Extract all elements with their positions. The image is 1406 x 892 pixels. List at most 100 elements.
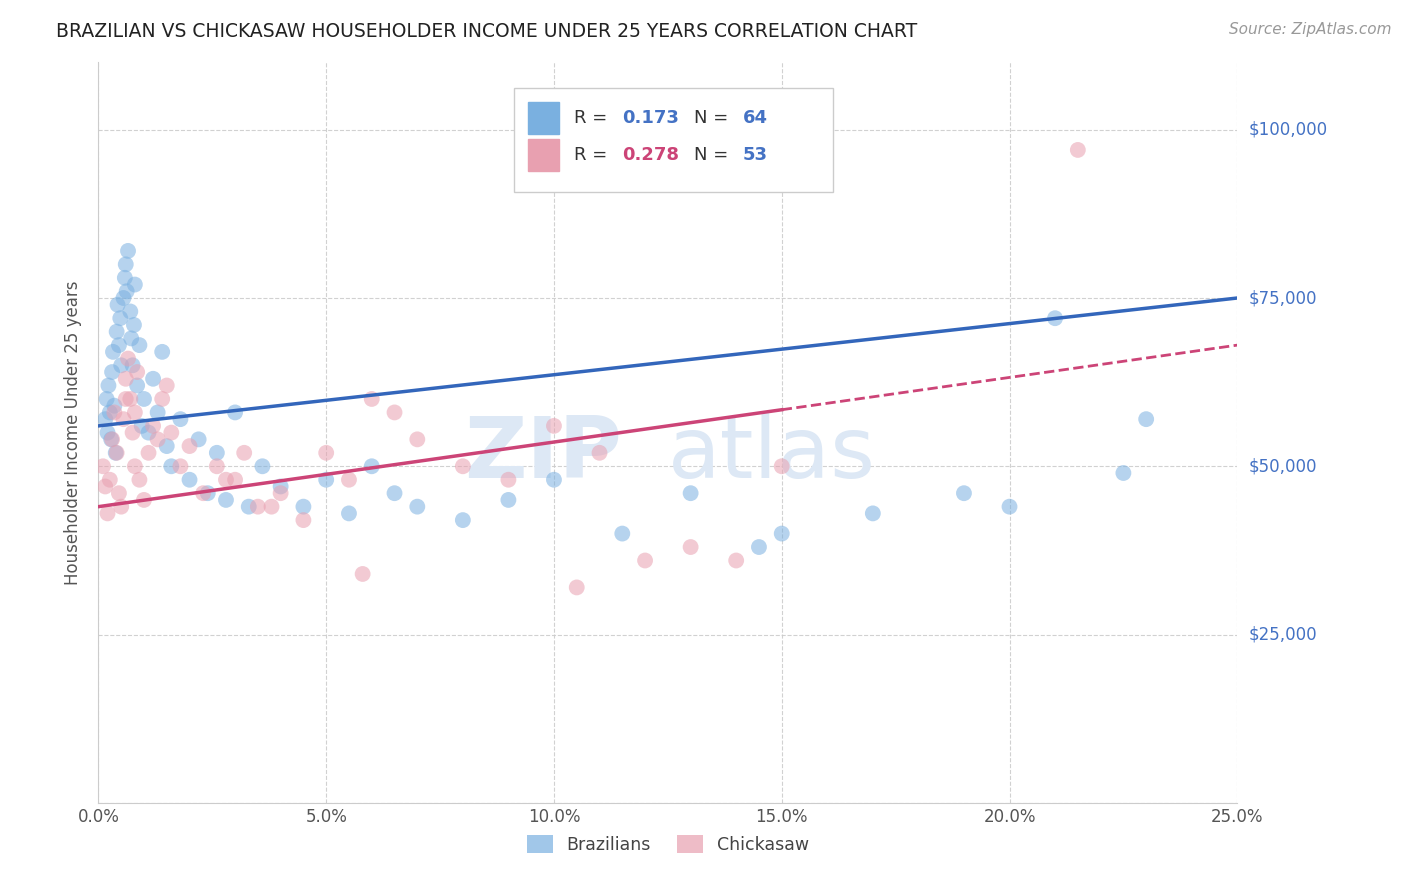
Point (132, 492, 155, 507)
Point (270, 479, 292, 493)
Point (292, 500, 315, 514)
Text: R =: R = (575, 146, 613, 164)
Point (1135, 412, 1157, 426)
Point (110, 500, 132, 514)
Point (205, 446, 228, 460)
Text: atlas: atlas (668, 413, 876, 496)
Point (91, 459, 114, 474)
Point (138, 446, 160, 460)
Point (179, 439, 201, 453)
Point (127, 378, 149, 392)
Point (121, 425, 143, 440)
Point (114, 372, 136, 386)
Point (98, 405, 121, 419)
Point (1112, 466, 1135, 480)
Point (451, 513, 474, 527)
Point (96, 392, 118, 406)
Legend: Brazilians, Chickasaw: Brazilians, Chickasaw (520, 828, 815, 861)
Point (146, 405, 169, 419)
Point (224, 473, 246, 487)
Point (108, 338, 131, 352)
Point (138, 425, 160, 440)
Point (384, 405, 406, 419)
Point (101, 433, 124, 447)
Text: Source: ZipAtlas.com: Source: ZipAtlas.com (1229, 22, 1392, 37)
Point (107, 298, 129, 312)
FancyBboxPatch shape (527, 139, 558, 170)
Point (110, 359, 132, 373)
Point (233, 446, 256, 460)
Text: 53: 53 (742, 146, 768, 164)
Point (169, 412, 191, 426)
Point (246, 500, 269, 514)
Text: $50,000: $50,000 (1249, 458, 1317, 475)
Text: $100,000: $100,000 (1249, 120, 1327, 139)
Point (679, 540, 702, 554)
Point (179, 473, 201, 487)
Point (142, 418, 165, 433)
Point (384, 486, 406, 500)
Text: $25,000: $25,000 (1249, 625, 1317, 643)
Text: ZIP: ZIP (464, 413, 623, 496)
Point (122, 318, 145, 332)
Point (98, 473, 121, 487)
Point (725, 553, 748, 567)
Point (205, 459, 228, 474)
Point (612, 526, 634, 541)
Point (94, 412, 117, 426)
Point (120, 304, 142, 318)
Point (337, 473, 360, 487)
Point (105, 446, 128, 460)
Point (114, 257, 136, 271)
Point (224, 405, 246, 419)
Point (315, 473, 337, 487)
Point (1067, 143, 1090, 157)
Point (543, 473, 565, 487)
Point (103, 399, 125, 413)
Point (215, 492, 238, 507)
Point (128, 473, 150, 487)
Point (101, 365, 124, 379)
Point (96, 425, 118, 440)
Text: N =: N = (695, 146, 734, 164)
Point (160, 459, 183, 474)
Point (270, 486, 292, 500)
Point (156, 378, 179, 392)
Point (215, 473, 238, 487)
Point (588, 446, 610, 460)
Point (108, 486, 131, 500)
Point (451, 459, 474, 474)
Point (252, 459, 274, 474)
Point (104, 446, 127, 460)
Text: 0.173: 0.173 (623, 109, 679, 127)
Point (197, 486, 219, 500)
Point (127, 365, 149, 379)
Text: 64: 64 (742, 109, 768, 127)
Point (770, 459, 793, 474)
Point (131, 418, 153, 433)
Point (498, 492, 520, 507)
Point (124, 459, 146, 474)
Point (498, 473, 520, 487)
Point (193, 486, 215, 500)
Point (406, 433, 429, 447)
Point (543, 418, 565, 433)
Point (862, 507, 884, 521)
Point (150, 392, 173, 406)
Point (770, 526, 793, 541)
Point (352, 566, 374, 581)
Point (115, 285, 138, 299)
Point (260, 500, 283, 514)
Point (156, 439, 179, 453)
Point (360, 392, 382, 406)
Point (406, 500, 429, 514)
Point (238, 500, 260, 514)
Point (120, 331, 142, 345)
Point (565, 581, 588, 595)
Point (103, 405, 125, 419)
Point (953, 486, 976, 500)
Point (114, 270, 136, 285)
Point (679, 486, 702, 500)
Point (114, 392, 136, 406)
Point (117, 351, 139, 366)
